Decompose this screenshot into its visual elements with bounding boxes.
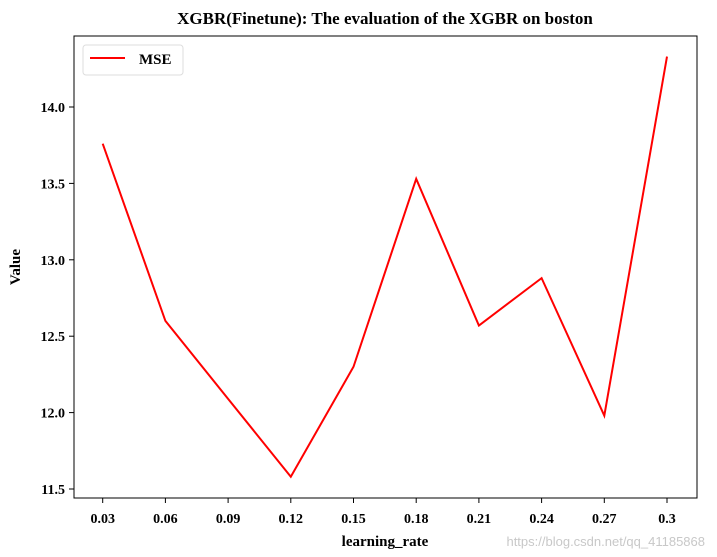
x-axis-label: learning_rate (342, 534, 429, 550)
y-tick-label: 13.5 (41, 177, 66, 192)
y-tick-label: 13.0 (41, 254, 66, 269)
legend-box (82, 44, 184, 76)
x-tick-label: 0.21 (467, 512, 492, 527)
legend: MSE (82, 44, 184, 76)
plot-frame (73, 35, 698, 499)
x-tick-label: 0.15 (341, 512, 366, 527)
x-tick-label: 0.06 (153, 512, 178, 527)
x-tick-label: 0.3 (658, 512, 676, 527)
x-tick-label: 0.03 (90, 512, 115, 527)
y-axis-label: Value (8, 249, 24, 285)
series-line-mse (101, 56, 668, 479)
x-tick-label: 0.27 (592, 512, 617, 527)
y-tick-label: 12.0 (41, 407, 66, 422)
legend-label-mse: MSE (139, 52, 172, 68)
x-tick-label: 0.09 (216, 512, 241, 527)
x-tick-label: 0.12 (279, 512, 304, 527)
x-tick-label: 0.18 (404, 512, 429, 527)
y-tick-label: 12.5 (41, 330, 66, 345)
chart-title: XGBR(Finetune): The evaluation of the XG… (177, 9, 593, 28)
y-tick-label: 11.5 (41, 483, 65, 498)
watermark: https://blog.csdn.net/qq_41185868 (506, 534, 705, 549)
y-tick-label: 14.0 (41, 101, 66, 116)
x-tick-label: 0.24 (529, 512, 554, 527)
